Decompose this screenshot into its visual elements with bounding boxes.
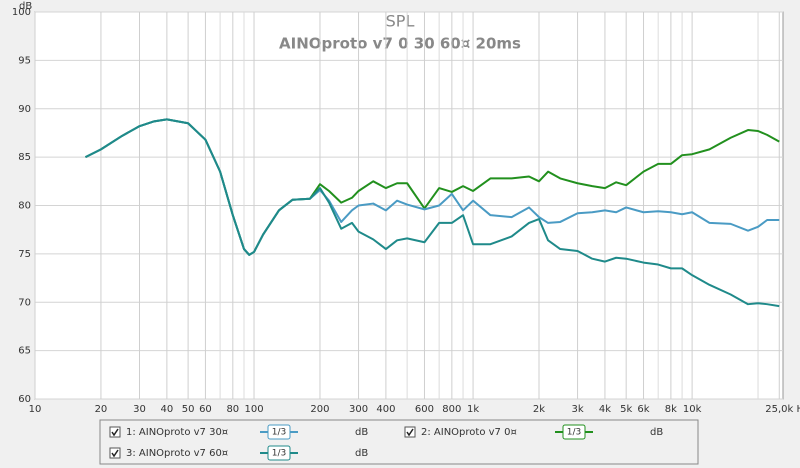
x-tick-label: 600: [415, 404, 434, 415]
y-tick-label: 90: [18, 104, 31, 115]
x-tick-label: 300: [349, 404, 368, 415]
y-tick-label: 70: [18, 297, 31, 308]
x-tick-label: 8k: [665, 404, 677, 415]
x-tick-label: 100: [244, 404, 263, 415]
x-tick-label: 4k: [599, 404, 611, 415]
x-tick-label: 800: [442, 404, 461, 415]
y-tick-label: 65: [18, 346, 31, 357]
x-tick-label: 50: [182, 404, 195, 415]
legend-check: [111, 449, 119, 458]
legend-smoothing: 1/3: [272, 428, 286, 438]
x-tick-label: 200: [310, 404, 329, 415]
y-tick-label: 75: [18, 249, 31, 260]
x-tick-label: 20: [95, 404, 108, 415]
x-tick-label: 1k: [467, 404, 479, 415]
legend: [99, 419, 699, 465]
x-tick-label: 80: [226, 404, 239, 415]
legend-smoothing-box[interactable]: [267, 445, 291, 461]
x-tick-label: 2k: [533, 404, 545, 415]
legend-check: [111, 428, 119, 437]
legend-checkbox[interactable]: [109, 447, 121, 459]
x-tick-label: 3k: [571, 404, 583, 415]
chart-subtitle: AINOproto v7 0 30 60¤ 20ms: [279, 35, 521, 53]
x-tick-label: 6k: [637, 404, 649, 415]
legend-label: 1: AINOproto v7 30¤: [126, 427, 228, 438]
x-tick-label: 30: [133, 404, 146, 415]
legend-check: [406, 428, 414, 437]
legend-label: 3: AINOproto v7 60¤: [126, 448, 228, 459]
legend-unit: dB: [355, 427, 368, 438]
y-tick-label: 95: [18, 55, 31, 66]
x-tick-label: 40: [161, 404, 174, 415]
legend-label: 2: AINOproto v7 0¤: [421, 427, 517, 438]
x-tick-label: 25,0k Hz: [765, 404, 800, 415]
y-tick-label: 80: [18, 201, 31, 212]
legend-smoothing: 1/3: [567, 428, 581, 438]
x-tick-label: 5k: [620, 404, 632, 415]
series-line: [85, 118, 780, 308]
x-tick-label: 10k: [683, 404, 702, 415]
legend-smoothing: 1/3: [272, 449, 286, 459]
x-tick-label: 10: [29, 404, 42, 415]
x-tick-label: 60: [199, 404, 212, 415]
legend-checkbox[interactable]: [109, 426, 121, 438]
chart-title: SPL: [386, 12, 415, 31]
legend-unit: dB: [355, 448, 368, 459]
y-tick-label: 85: [18, 152, 31, 163]
legend-smoothing-box[interactable]: [562, 424, 586, 440]
legend-checkbox[interactable]: [404, 426, 416, 438]
legend-smoothing-box[interactable]: [267, 424, 291, 440]
legend-unit: dB: [650, 427, 663, 438]
y-tick-label: 60: [18, 394, 31, 405]
x-tick-label: 400: [376, 404, 395, 415]
y-tick-label: 100: [12, 7, 31, 18]
y-axis-label: dB: [19, 1, 32, 12]
